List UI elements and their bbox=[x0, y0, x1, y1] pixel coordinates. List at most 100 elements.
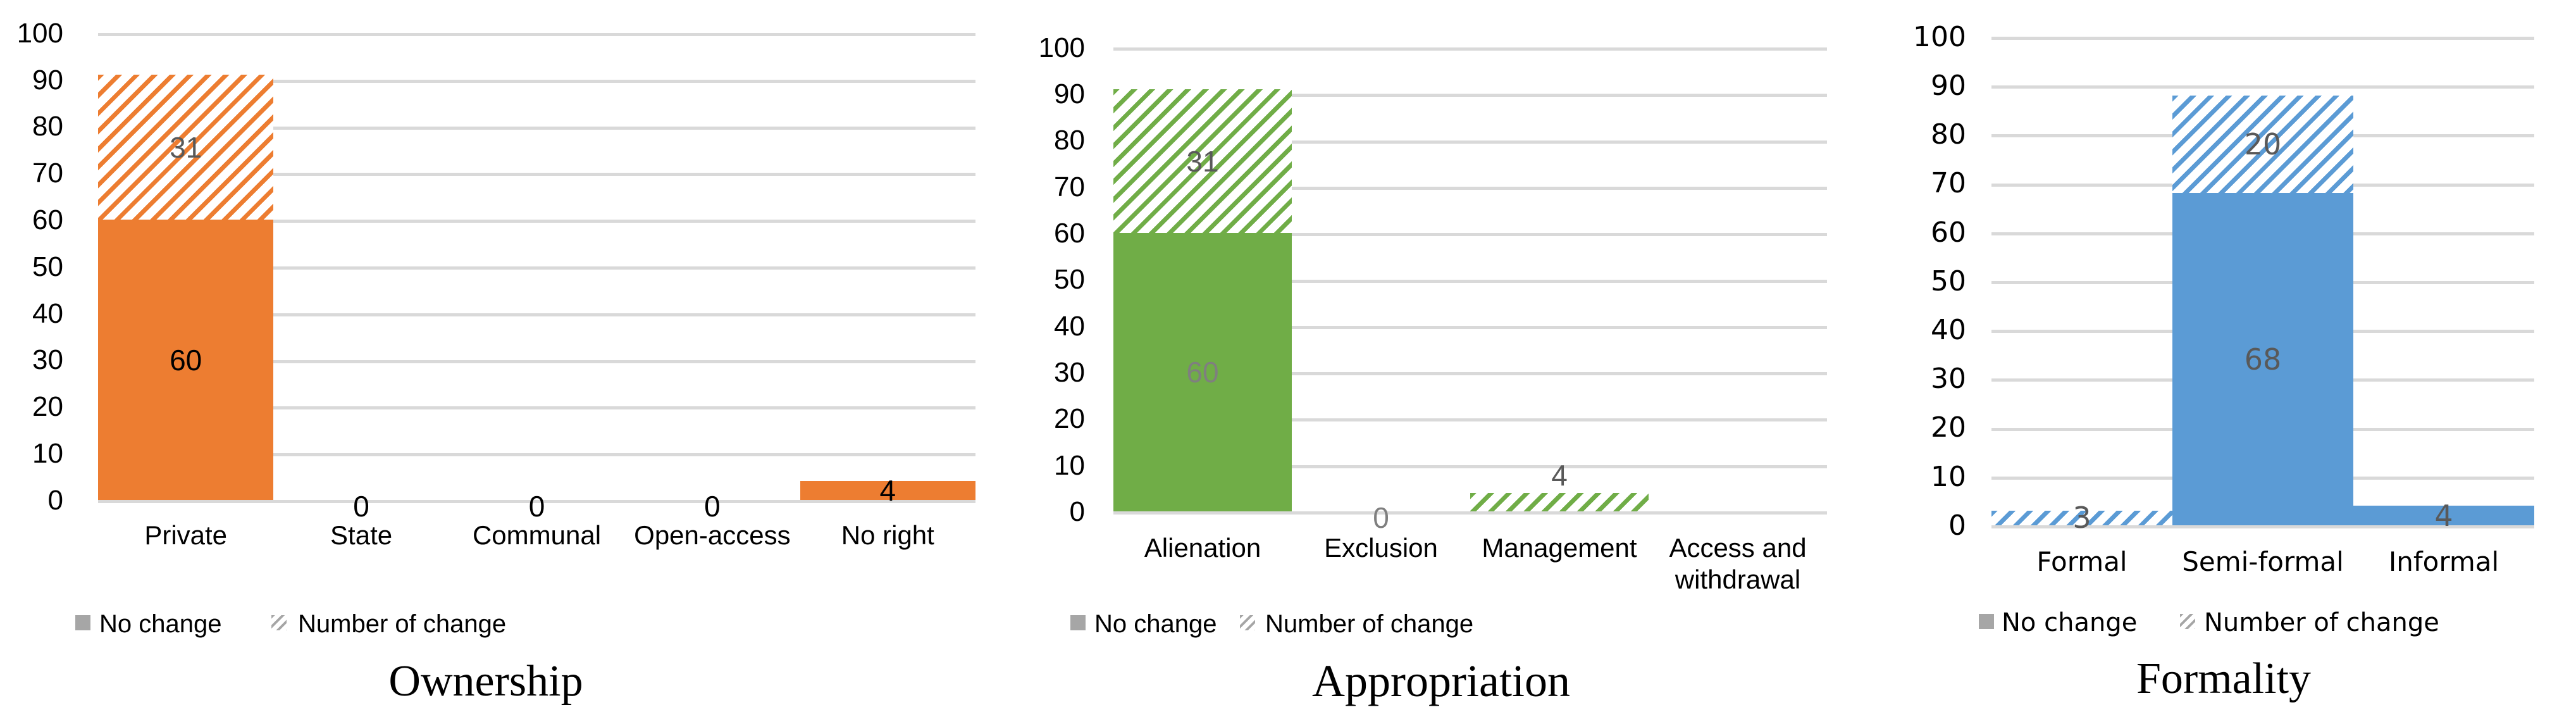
bar-segment-solid-formality bbox=[2353, 506, 2534, 525]
gridline bbox=[1991, 37, 2534, 40]
gridline bbox=[98, 313, 975, 316]
value-label: 3 bbox=[2072, 501, 2091, 535]
gridline bbox=[1991, 85, 2534, 89]
y-tick-label: 90 bbox=[1931, 70, 1966, 103]
solid-swatch-icon bbox=[1979, 614, 1994, 629]
category-label: Alienation bbox=[1144, 533, 1261, 563]
y-tick-label: 30 bbox=[32, 344, 63, 376]
category-label: Informal bbox=[2388, 546, 2499, 577]
y-tick-label: 60 bbox=[32, 204, 63, 236]
category-label: No right bbox=[841, 520, 934, 550]
value-label: 60 bbox=[170, 343, 202, 377]
gridline bbox=[98, 79, 975, 83]
bar-segment-hatch-appropriation bbox=[1113, 89, 1292, 234]
value-label: 4 bbox=[879, 474, 896, 508]
gridline bbox=[1113, 465, 1827, 468]
gridline bbox=[1113, 233, 1827, 237]
chart-title-appropriation: Appropriation bbox=[1312, 656, 1570, 706]
legend-item-label: Number of change bbox=[2204, 608, 2439, 637]
gridline bbox=[98, 500, 975, 503]
value-label: 0 bbox=[704, 490, 721, 523]
gridline bbox=[1113, 279, 1827, 283]
value-label: 60 bbox=[1186, 356, 1219, 389]
y-tick-label: 70 bbox=[1931, 167, 1966, 200]
bar-segment-hatch-appropriation bbox=[1470, 492, 1649, 511]
y-tick-label: 80 bbox=[1054, 125, 1085, 156]
bar-segment-solid-formality bbox=[2172, 193, 2353, 525]
gridline bbox=[1113, 418, 1827, 422]
bar-segment-hatch-formality bbox=[1991, 510, 2172, 525]
gridline bbox=[1113, 372, 1827, 376]
legend-item-label: No change bbox=[99, 610, 222, 638]
y-tick-label: 20 bbox=[1931, 411, 1966, 444]
bar-segment-hatch-ownership bbox=[98, 75, 274, 220]
y-tick-label: 10 bbox=[1054, 449, 1085, 481]
y-tick-label: 20 bbox=[32, 391, 63, 423]
gridline bbox=[1991, 525, 2534, 528]
y-tick-label: 10 bbox=[1931, 460, 1966, 493]
y-tick-label: 60 bbox=[1931, 216, 1966, 249]
category-label: Management bbox=[1482, 533, 1637, 563]
y-tick-label: 40 bbox=[32, 297, 63, 329]
y-tick-label: 0 bbox=[1948, 509, 1966, 542]
chart-title-formality: Formality bbox=[2136, 654, 2312, 703]
y-tick-label: 70 bbox=[1054, 171, 1085, 203]
gridline bbox=[1113, 47, 1827, 51]
gridline bbox=[1113, 94, 1827, 97]
category-label: Communal bbox=[472, 520, 602, 550]
y-tick-label: 100 bbox=[1913, 20, 1966, 53]
category-label: Formal bbox=[2036, 546, 2127, 577]
y-tick-label: 70 bbox=[32, 158, 63, 189]
y-tick-label: 30 bbox=[1931, 363, 1966, 396]
gridline bbox=[98, 453, 975, 457]
y-tick-label: 80 bbox=[32, 111, 63, 142]
legend-item-label: Number of change bbox=[298, 610, 507, 638]
gridline bbox=[1113, 511, 1827, 515]
bar-segment-solid-appropriation bbox=[1113, 233, 1292, 511]
value-label: 0 bbox=[1373, 501, 1389, 534]
y-tick-label: 100 bbox=[1038, 32, 1085, 63]
bar-segment-solid-ownership bbox=[98, 220, 274, 500]
y-tick-label: 90 bbox=[1054, 78, 1085, 110]
category-label: Semi-formal bbox=[2182, 546, 2344, 577]
gridline bbox=[98, 33, 975, 36]
chart-title-ownership: Ownership bbox=[388, 657, 583, 706]
value-label: 20 bbox=[2244, 127, 2282, 161]
gridline bbox=[98, 173, 975, 177]
value-label: 4 bbox=[2434, 498, 2453, 533]
gridline bbox=[1113, 140, 1827, 144]
gridline bbox=[98, 126, 975, 130]
y-tick-label: 10 bbox=[32, 438, 63, 470]
y-tick-label: 50 bbox=[1054, 264, 1085, 296]
gridline bbox=[98, 406, 975, 410]
y-tick-label: 50 bbox=[1931, 265, 1966, 297]
y-tick-label: 60 bbox=[1054, 218, 1085, 249]
hatch-swatch-icon bbox=[2180, 614, 2195, 629]
y-tick-label: 0 bbox=[1069, 496, 1085, 527]
solid-swatch-icon bbox=[75, 615, 90, 630]
solid-swatch-icon bbox=[1070, 615, 1086, 630]
y-tick-label: 20 bbox=[1054, 403, 1085, 435]
category-label: Access and withdrawal bbox=[1669, 533, 1807, 594]
gridline bbox=[1113, 186, 1827, 190]
gridline bbox=[98, 359, 975, 363]
category-label: Open-access bbox=[634, 520, 791, 550]
legend-item-label: No change bbox=[2002, 608, 2138, 637]
value-label: 4 bbox=[1551, 458, 1568, 492]
hatch-swatch-icon bbox=[271, 615, 287, 630]
bar-segment-hatch-formality bbox=[2172, 95, 2353, 194]
y-tick-label: 40 bbox=[1931, 314, 1966, 347]
bar-segment-solid-ownership bbox=[800, 481, 975, 500]
hatch-swatch-icon bbox=[1240, 615, 1255, 630]
legend-item-label: Number of change bbox=[1265, 610, 1474, 638]
y-tick-label: 30 bbox=[1054, 356, 1085, 388]
gridline bbox=[98, 266, 975, 270]
value-label: 0 bbox=[353, 490, 369, 523]
category-label: State bbox=[330, 520, 393, 550]
value-label: 31 bbox=[170, 130, 202, 164]
y-tick-label: 90 bbox=[32, 64, 63, 96]
value-label: 68 bbox=[2244, 342, 2282, 377]
y-tick-label: 40 bbox=[1054, 310, 1085, 342]
gridline bbox=[98, 220, 975, 223]
